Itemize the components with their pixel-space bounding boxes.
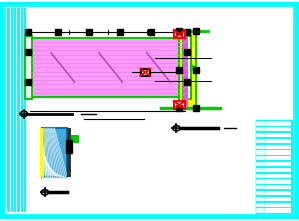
Bar	[256, 145, 265, 149]
Bar	[183, 36, 191, 99]
Bar	[256, 191, 265, 195]
Bar	[179, 31, 196, 108]
Bar	[256, 162, 291, 166]
Bar	[141, 69, 150, 76]
Bar	[21, 8, 23, 212]
Bar	[256, 145, 291, 149]
Bar	[256, 191, 291, 195]
Bar	[256, 120, 292, 213]
Bar	[256, 133, 265, 137]
Bar	[256, 197, 291, 201]
Bar	[256, 202, 291, 207]
Bar	[7, 8, 10, 212]
Bar	[71, 135, 79, 143]
Bar	[67, 128, 71, 177]
Bar	[17, 8, 20, 212]
Bar	[256, 133, 291, 137]
Bar	[256, 139, 291, 143]
Bar	[174, 101, 185, 109]
Bar	[25, 36, 32, 99]
Bar	[30, 38, 185, 97]
Bar	[256, 127, 265, 131]
Bar	[256, 121, 291, 126]
Bar	[40, 128, 43, 177]
Bar	[256, 168, 265, 172]
Bar	[11, 8, 13, 212]
Bar	[71, 140, 73, 165]
Bar	[256, 185, 265, 189]
Bar	[256, 208, 265, 213]
Bar	[256, 173, 265, 178]
Bar	[256, 202, 265, 207]
Bar	[256, 127, 291, 131]
Bar	[14, 8, 16, 212]
Bar	[174, 30, 185, 38]
Bar	[183, 32, 188, 107]
Bar	[256, 156, 291, 160]
Bar	[24, 8, 26, 212]
Bar	[256, 197, 265, 201]
Bar	[256, 168, 291, 172]
Bar	[256, 156, 265, 160]
Bar	[256, 121, 265, 126]
Bar	[256, 150, 265, 155]
Bar	[256, 179, 265, 184]
Bar	[256, 150, 291, 155]
Bar	[256, 173, 291, 178]
Bar	[256, 162, 265, 166]
Bar	[256, 208, 291, 213]
Bar	[256, 139, 265, 143]
Bar	[256, 185, 291, 189]
Bar	[256, 179, 291, 184]
Bar	[42, 128, 67, 177]
